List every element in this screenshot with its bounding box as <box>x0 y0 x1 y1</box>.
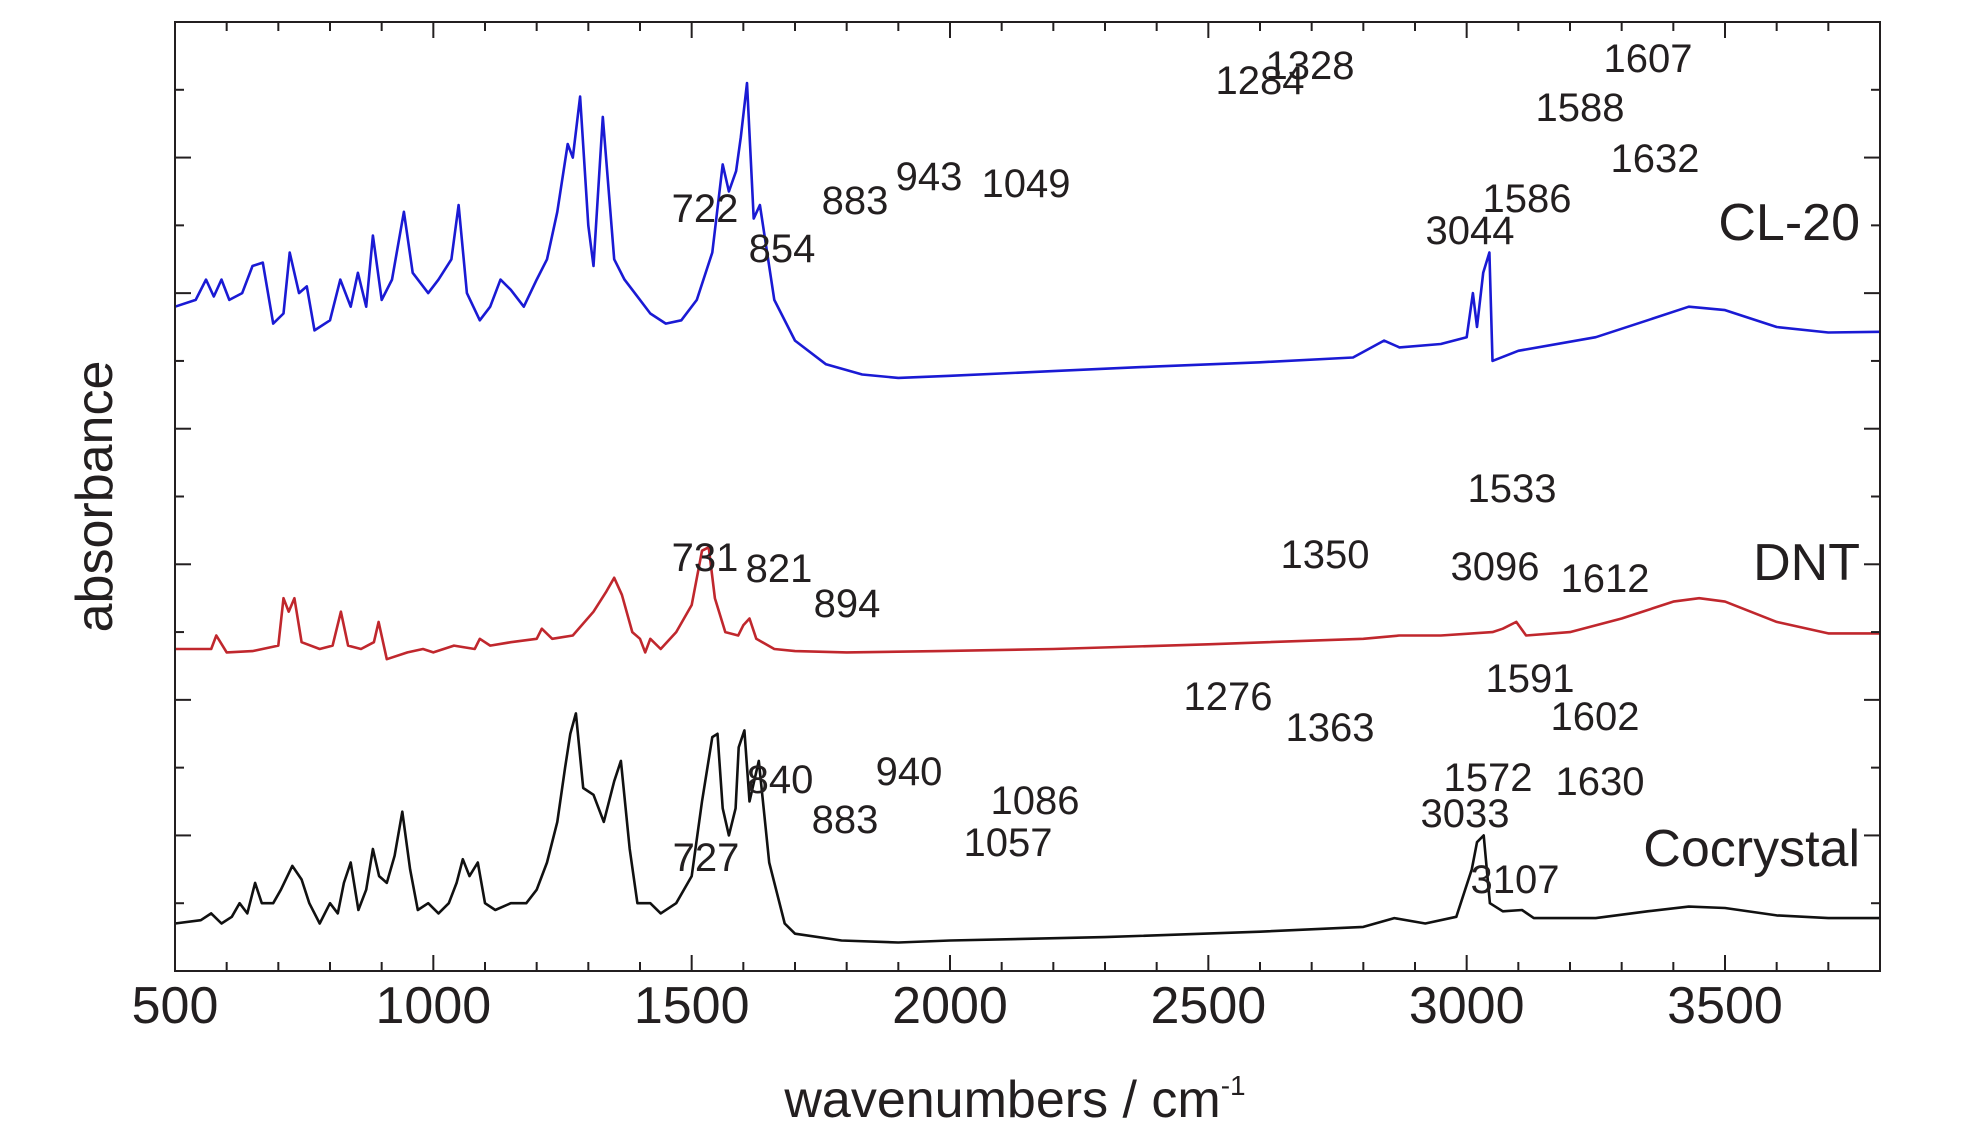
y-axis-title: absorbance <box>66 361 124 633</box>
peak-label: 722 <box>672 187 739 231</box>
x-tick-label: 3500 <box>1667 977 1783 1035</box>
peak-label: 1328 <box>1266 44 1355 88</box>
peak-label: 1586 <box>1483 177 1572 221</box>
x-tick-label: 2000 <box>892 977 1008 1035</box>
x-tick-label: 1500 <box>634 977 750 1035</box>
peak-label: 1049 <box>982 162 1071 206</box>
peak-label: 1607 <box>1604 37 1693 81</box>
x-tick-label: 500 <box>132 977 219 1035</box>
peak-label: 1591 <box>1486 657 1575 701</box>
peak-label: 3033 <box>1421 792 1510 836</box>
peak-label: 1602 <box>1551 695 1640 739</box>
peak-label: 1350 <box>1281 533 1370 577</box>
x-tick-label: 2500 <box>1150 977 1266 1035</box>
peak-label: 840 <box>747 758 814 802</box>
x-tick-label: 3000 <box>1409 977 1525 1035</box>
peak-label: 1630 <box>1556 760 1645 804</box>
peak-label: 821 <box>746 547 813 591</box>
peak-label: 854 <box>749 227 816 271</box>
peak-label: 1572 <box>1444 756 1533 800</box>
peak-label: 727 <box>673 836 740 880</box>
peak-label: 883 <box>822 179 889 223</box>
peak-label: 1276 <box>1184 675 1273 719</box>
peak-label: 1588 <box>1536 86 1625 130</box>
peak-label: 3044 <box>1426 209 1515 253</box>
peak-label: 3107 <box>1471 858 1560 902</box>
peak-label: 883 <box>812 798 879 842</box>
peak-label: 1057 <box>964 821 1053 865</box>
series-line-cl-20 <box>174 81 1881 380</box>
peak-label: 1533 <box>1468 467 1557 511</box>
peak-label: 731 <box>672 536 739 580</box>
series-line-cocrystal <box>174 712 1880 944</box>
series-line-dnt <box>175 546 1880 661</box>
peak-label: 1612 <box>1561 557 1650 601</box>
series-label: CL-20 <box>1718 194 1860 252</box>
series-label: DNT <box>1753 534 1860 592</box>
peak-label: 943 <box>896 155 963 199</box>
series-layer: CL-20 DNT Cocrystal <box>174 81 1881 944</box>
peak-label: 3096 <box>1451 545 1540 589</box>
peak-label: 940 <box>876 750 943 794</box>
peak-label: 1284 <box>1216 59 1305 103</box>
x-tick-label: 1000 <box>375 977 491 1035</box>
peak-label: 1363 <box>1286 706 1375 750</box>
series-label: Cocrystal <box>1643 820 1860 878</box>
peak-label: 894 <box>814 582 881 626</box>
axes: 500 1000 1500 2000 2500 3000 3500 wavenumbers /… <box>66 21 1881 1129</box>
peak-label: 1632 <box>1611 137 1700 181</box>
peak-label: 1086 <box>991 779 1080 823</box>
x-axis-title: wavenumbers / cm-1 <box>783 1070 1245 1129</box>
